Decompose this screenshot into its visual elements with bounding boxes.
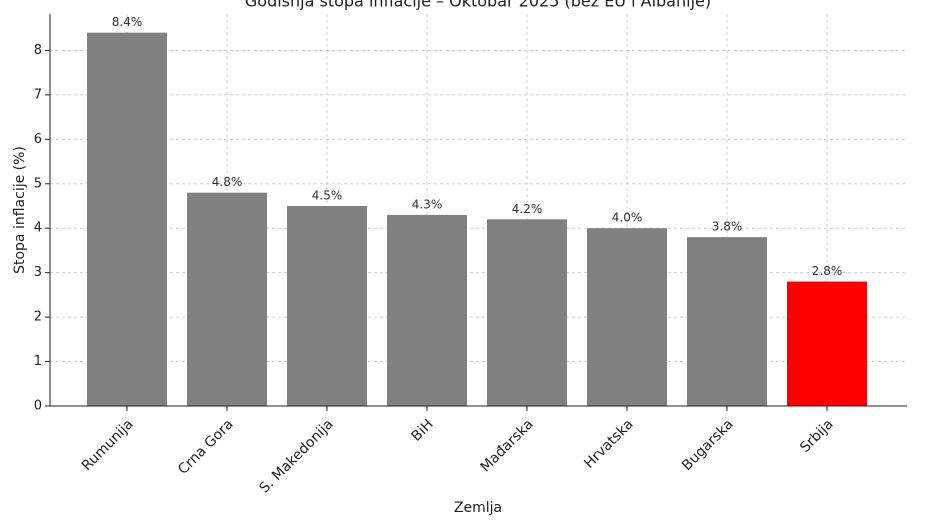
bar (687, 237, 767, 406)
bar (287, 206, 367, 406)
x-tick-label: S. Makedonija (256, 416, 336, 496)
y-tick-label: 1 (34, 354, 42, 369)
x-tick-label: Srbija (797, 416, 837, 456)
bar (787, 281, 867, 406)
y-tick-label: 5 (34, 176, 42, 191)
x-tick-label: Mađarska (478, 416, 537, 475)
value-label: 4.2% (512, 202, 543, 216)
y-tick-label: 4 (34, 221, 42, 236)
y-tick-label: 8 (34, 43, 42, 58)
x-axis-label: Zemlja (454, 500, 502, 516)
x-tick-label: Crna Gora (175, 416, 236, 477)
value-label: 4.5% (312, 189, 343, 203)
bar (487, 219, 567, 406)
y-tick-label: 6 (34, 132, 42, 147)
value-label: 4.0% (612, 211, 643, 225)
value-label: 2.8% (812, 264, 843, 278)
value-label: 8.4% (112, 15, 143, 29)
y-tick-label: 2 (34, 310, 42, 325)
chart-title: Godišnja stopa inflacije – Oktobar 2025 … (245, 0, 711, 11)
value-label: 4.3% (412, 197, 443, 211)
y-tick-label: 7 (34, 87, 42, 102)
y-tick-label: 0 (34, 399, 42, 414)
value-label: 4.8% (212, 175, 243, 189)
bar (587, 228, 667, 406)
x-tick-label: Hrvatska (581, 416, 636, 471)
x-tick-label: BiH (408, 416, 436, 444)
bar (387, 214, 467, 406)
y-axis-label: Stopa inflacije (%) (12, 146, 28, 274)
bar (187, 192, 267, 406)
value-label: 3.8% (712, 220, 743, 234)
x-tick-label: Rumunija (79, 416, 137, 474)
x-tick-label: Bugarska (679, 416, 737, 474)
bar (87, 32, 167, 407)
y-tick-label: 3 (34, 265, 42, 280)
